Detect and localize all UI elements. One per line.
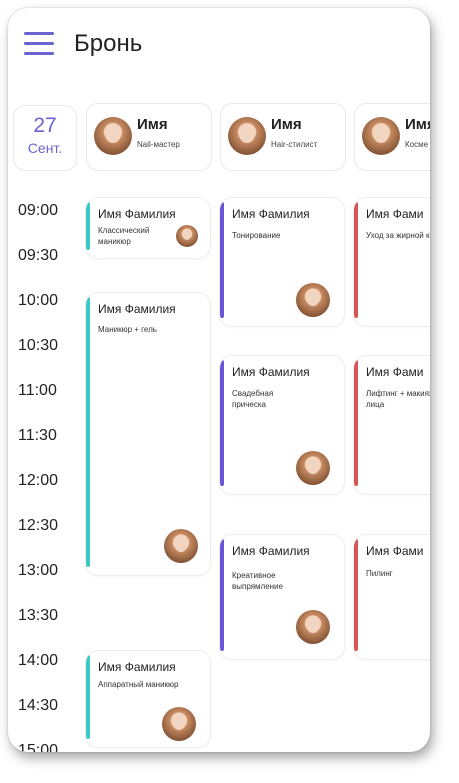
time-label: 13:30 [18,607,59,624]
staff-role: Hair-стилист [271,140,318,149]
time-label: 14:00 [18,652,59,669]
appointment-card[interactable]: Имя Фамилия Классический маникюр [86,198,210,258]
appointment-color-bar [220,539,224,651]
appointment-card[interactable]: Имя Фамилия Креативное выпрямление [220,535,344,659]
staff-card-cosmetic[interactable]: Имя Косме [354,103,430,171]
client-name: Имя Фамилия [232,544,310,558]
time-label: 12:30 [18,517,59,534]
appointment-color-bar [86,655,90,739]
service-name: Свадебная прическа [232,389,274,409]
appointment-color-bar [86,202,90,250]
appointment-card[interactable]: Имя Фами Уход за жирной кожей [354,198,430,326]
appointment-color-bar [86,297,90,567]
appointment-card[interactable]: Имя Фами Лифтинг + макияж лица [354,356,430,494]
page-title: Бронь [74,30,143,57]
app-screen: Бронь 27 Сент. Имя Nail-мастер Имя Hair-… [8,8,430,752]
time-label: 09:30 [18,247,59,264]
staff-name: Имя [271,116,302,133]
service-name: Креативное выпрямление [232,571,283,591]
client-name: Имя Фами [366,207,424,221]
service-name: Маникюр + гель [98,325,157,334]
client-name: Имя Фамилия [232,207,310,221]
service-name: Классический маникюр [98,226,150,246]
time-label: 11:30 [18,427,57,444]
avatar [94,117,132,155]
client-name: Имя Фами [366,365,424,379]
date-card[interactable]: 27 Сент. [13,105,77,171]
time-label: 12:00 [18,472,59,489]
client-name: Имя Фамилия [98,302,176,316]
appointment-color-bar [354,539,358,651]
client-name: Имя Фами [366,544,424,558]
client-name: Имя Фамилия [232,365,310,379]
appointment-card[interactable]: Имя Фамилия Тонирование [220,198,344,326]
appointment-color-bar [354,360,358,486]
time-label: 11:00 [18,382,57,399]
avatar [228,117,266,155]
avatar [176,225,198,247]
service-name: Тонирование [232,231,281,240]
client-name: Имя Фамилия [98,207,176,221]
avatar [164,529,198,563]
appointment-color-bar [220,360,224,486]
date-day: 27 [33,114,57,137]
service-name: Лифтинг + макияж лица [366,389,430,409]
time-label: 15:00 [18,742,59,752]
staff-name: Имя [405,116,430,133]
service-name: Пилинг [366,569,393,578]
time-label: 14:30 [18,697,59,714]
time-label: 10:30 [18,337,59,354]
staff-name: Имя [137,116,168,133]
avatar [296,451,330,485]
appointment-card[interactable]: Имя Фамилия Маникюр + гель [86,293,210,575]
service-name: Аппаратный маникюр [98,680,179,689]
date-month: Сент. [27,140,63,156]
appointment-color-bar [220,202,224,318]
avatar [296,283,330,317]
staff-role: Nail-мастер [137,140,180,149]
avatar [162,707,196,741]
staff-role: Косме [405,140,429,149]
staff-card-nail[interactable]: Имя Nail-мастер [86,103,212,171]
app-header: Бронь [8,8,430,88]
client-name: Имя Фамилия [98,660,176,674]
hamburger-menu-icon[interactable] [24,32,54,56]
service-name: Уход за жирной кожей [366,231,430,240]
avatar [362,117,400,155]
appointment-card[interactable]: Имя Фамилия Свадебная прическа [220,356,344,494]
time-label: 09:00 [18,202,59,219]
appointment-card[interactable]: Имя Фами Пилинг [354,535,430,659]
time-label: 10:00 [18,292,59,309]
time-label: 13:00 [18,562,59,579]
appointment-card[interactable]: Имя Фамилия Аппаратный маникюр [86,651,210,747]
appointment-color-bar [354,202,358,318]
staff-card-hair[interactable]: Имя Hair-стилист [220,103,346,171]
avatar [296,610,330,644]
